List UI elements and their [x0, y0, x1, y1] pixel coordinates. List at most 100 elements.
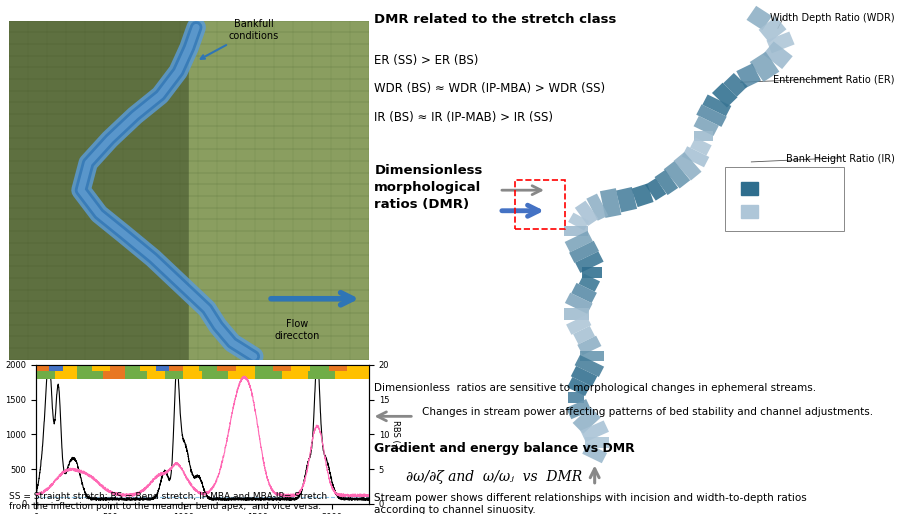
Polygon shape	[631, 183, 653, 207]
Polygon shape	[600, 188, 621, 218]
Bar	[92, 364, 110, 372]
Bar	[741, 182, 758, 195]
Bar	[183, 364, 199, 372]
Bar	[147, 371, 165, 379]
Polygon shape	[694, 131, 713, 141]
Bar	[9, 21, 189, 360]
Bar	[125, 371, 147, 379]
Polygon shape	[568, 213, 590, 230]
Bar	[183, 371, 202, 379]
Polygon shape	[574, 355, 604, 377]
Polygon shape	[564, 226, 588, 236]
Text: DMR related to the stretch class: DMR related to the stretch class	[374, 13, 616, 26]
Polygon shape	[763, 42, 793, 69]
Polygon shape	[585, 437, 609, 448]
Text: Stream power shows different relationships with incision and width-to-depth rati: Stream power shows different relationshi…	[374, 493, 807, 514]
Polygon shape	[572, 283, 597, 303]
Bar	[125, 364, 140, 372]
Bar	[309, 371, 335, 379]
Polygon shape	[580, 420, 609, 442]
Polygon shape	[616, 187, 637, 212]
Text: ∂ω/∂ζ and  ω/ωⱼ  vs  DMR: ∂ω/∂ζ and ω/ωⱼ vs DMR	[406, 470, 582, 484]
Polygon shape	[582, 444, 608, 463]
Text: Flow
direccton: Flow direccton	[274, 319, 320, 341]
Bar	[36, 364, 50, 372]
Polygon shape	[568, 392, 584, 403]
Bar	[255, 364, 273, 372]
Bar	[63, 364, 77, 372]
Polygon shape	[573, 326, 595, 344]
Text: Min. ratio: Min. ratio	[763, 207, 806, 216]
Bar	[255, 371, 282, 379]
Bar	[140, 364, 156, 372]
Bar	[273, 364, 291, 372]
Polygon shape	[569, 241, 599, 263]
Bar	[77, 371, 103, 379]
Polygon shape	[579, 273, 600, 292]
Polygon shape	[575, 251, 604, 273]
Polygon shape	[567, 377, 590, 396]
Bar	[77, 364, 92, 372]
Polygon shape	[697, 104, 726, 127]
Bar	[36, 371, 55, 379]
Text: Gradient and energy balance vs DMR: Gradient and energy balance vs DMR	[374, 442, 635, 455]
Text: Width Depth Ratio (WDR): Width Depth Ratio (WDR)	[770, 13, 895, 23]
Bar	[50, 364, 63, 372]
Polygon shape	[663, 161, 690, 189]
Polygon shape	[690, 137, 712, 156]
Text: Max. ratio: Max. ratio	[763, 183, 808, 193]
Polygon shape	[712, 83, 738, 107]
Bar	[55, 371, 77, 379]
Bar	[282, 371, 309, 379]
Bar	[310, 364, 329, 372]
Polygon shape	[566, 315, 591, 335]
Bar	[291, 364, 310, 372]
Polygon shape	[654, 170, 679, 195]
Polygon shape	[565, 292, 592, 314]
Polygon shape	[767, 31, 795, 53]
Polygon shape	[759, 16, 787, 43]
Text: Bankfull
conditions: Bankfull conditions	[201, 20, 279, 59]
Polygon shape	[582, 267, 602, 278]
Text: IR (BS) ≈ IR (IP-MAB) > IR (SS): IR (BS) ≈ IR (IP-MAB) > IR (SS)	[374, 111, 554, 123]
Bar	[515, 180, 565, 229]
Bar	[741, 205, 758, 218]
Polygon shape	[682, 146, 709, 167]
Text: Bank Height Ratio (IR): Bank Height Ratio (IR)	[786, 154, 895, 164]
Polygon shape	[566, 399, 591, 419]
Polygon shape	[564, 231, 593, 252]
Bar	[335, 371, 369, 379]
Bar	[329, 364, 346, 372]
Bar	[169, 364, 183, 372]
Polygon shape	[736, 63, 761, 88]
Bar	[110, 364, 125, 372]
Bar	[346, 364, 369, 372]
Y-axis label: RBS (-): RBS (-)	[392, 420, 400, 449]
Polygon shape	[746, 6, 772, 30]
Polygon shape	[577, 336, 601, 355]
Bar	[156, 364, 169, 372]
Bar	[103, 371, 125, 379]
Text: Dimensionless  ratios are sensitive to morphological changes in ephemeral stream: Dimensionless ratios are sensitive to mo…	[374, 383, 816, 393]
Bar	[236, 364, 255, 372]
Bar	[229, 371, 255, 379]
Text: WDR (BS) ≈ WDR (IP-MBA) > WDR (SS): WDR (BS) ≈ WDR (IP-MBA) > WDR (SS)	[374, 82, 606, 95]
Polygon shape	[645, 178, 666, 200]
Text: ER (SS) > ER (BS): ER (SS) > ER (BS)	[374, 54, 479, 67]
Text: Changes in stream power affecting patterns of bed stability and channel adjustme: Changes in stream power affecting patter…	[422, 407, 873, 417]
Polygon shape	[572, 407, 601, 434]
Bar	[217, 364, 236, 372]
Polygon shape	[694, 116, 719, 136]
Polygon shape	[563, 308, 589, 320]
Polygon shape	[571, 366, 598, 387]
Polygon shape	[750, 52, 779, 82]
Bar	[202, 371, 229, 379]
Bar	[189, 21, 369, 360]
Bar	[199, 364, 217, 372]
Polygon shape	[580, 351, 604, 361]
Polygon shape	[674, 152, 701, 180]
Polygon shape	[575, 200, 598, 226]
Text: SS = Straight stretch; BS = Bend stretch; IP-MBA and MBA-IP= Stretch
from the in: SS = Straight stretch; BS = Bend stretch…	[9, 492, 327, 511]
Text: Dimensionless
morphological
ratios (DMR): Dimensionless morphological ratios (DMR)	[374, 164, 482, 211]
Text: Entrenchment Ratio (ER): Entrenchment Ratio (ER)	[773, 75, 895, 84]
